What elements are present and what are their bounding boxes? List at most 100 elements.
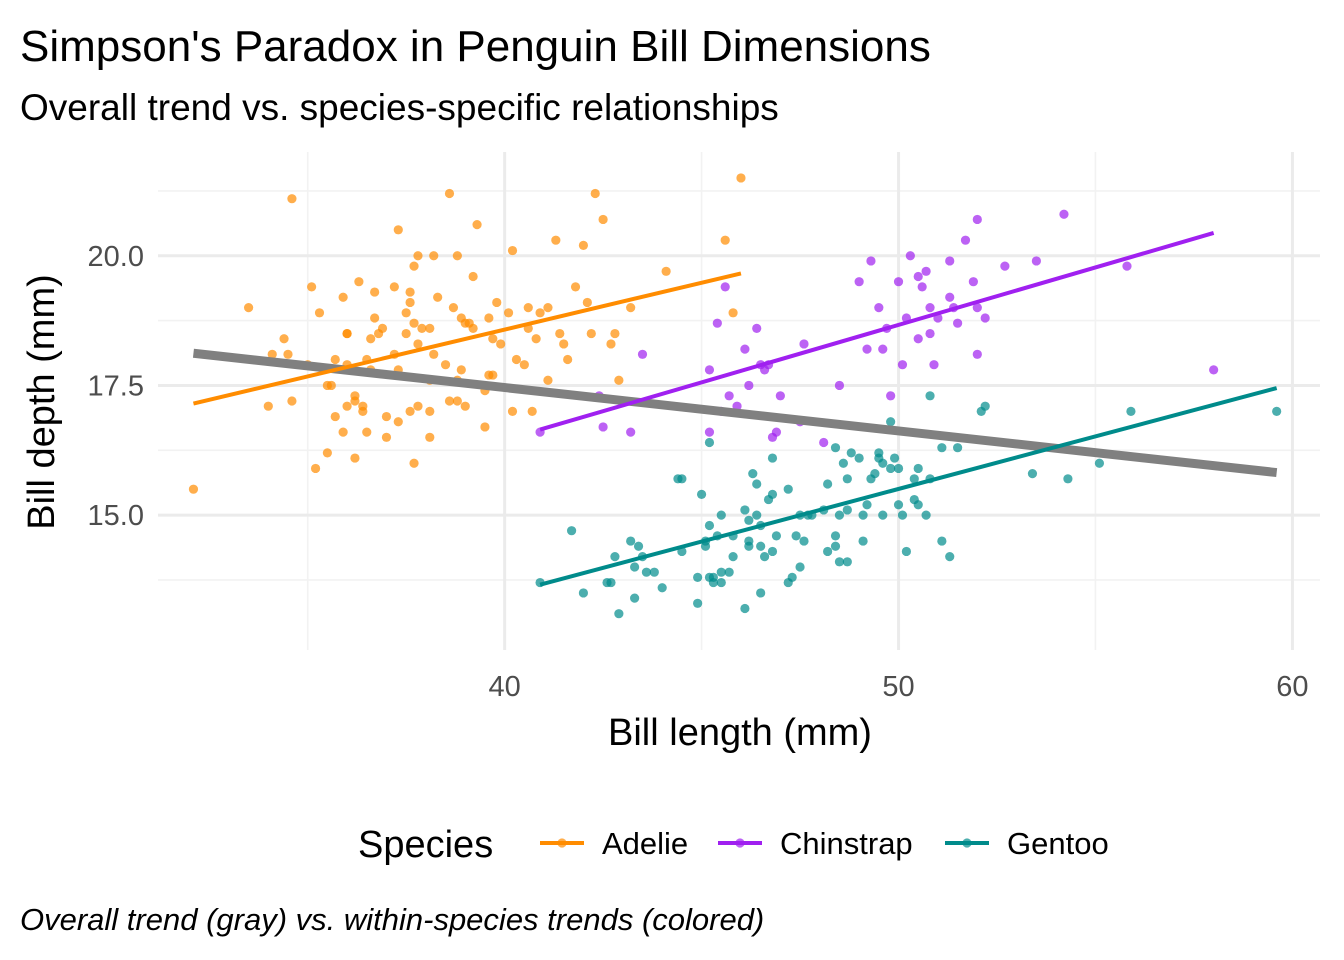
adelie-point: [720, 235, 730, 245]
gentoo-point: [893, 463, 904, 474]
gentoo-point: [724, 567, 734, 577]
adelie-point: [425, 323, 435, 333]
adelie-point: [393, 225, 403, 235]
gentoo-point: [953, 443, 963, 453]
chinstrap-point: [712, 318, 722, 328]
adelie-point: [488, 370, 498, 380]
adelie-point: [393, 417, 403, 427]
chinstrap-point: [913, 334, 923, 344]
adelie-point: [448, 303, 459, 313]
gentoo-point: [925, 391, 935, 401]
chinstrap-point: [752, 323, 762, 333]
adelie-point: [559, 339, 569, 349]
adelie-point: [381, 411, 392, 422]
chinstrap-point: [819, 437, 829, 448]
adelie-point: [263, 401, 273, 411]
gentoo-point: [842, 505, 852, 515]
x-axis-label: Bill length (mm): [608, 712, 872, 754]
adelie-point: [338, 427, 348, 437]
chinstrap-legend-label: Chinstrap: [780, 826, 913, 861]
adelie-point: [531, 334, 541, 344]
adelie-point: [350, 453, 360, 463]
gentoo-point: [870, 469, 880, 479]
gentoo-point: [704, 437, 715, 448]
adelie-point: [314, 308, 325, 318]
y-axis-label: Bill depth (mm): [21, 274, 63, 530]
gentoo-point: [1272, 406, 1282, 416]
gentoo-legend-label: Gentoo: [1007, 826, 1109, 861]
gentoo-point: [700, 541, 711, 551]
gentoo-point: [744, 515, 754, 525]
gentoo-point: [834, 557, 845, 567]
adelie-point: [610, 328, 620, 339]
adelie-point: [326, 380, 336, 391]
gentoo-point: [641, 567, 652, 577]
gentoo-point: [846, 448, 856, 458]
chinstrap-point: [929, 360, 939, 370]
adelie-point: [401, 328, 411, 339]
gentoo-point: [783, 484, 793, 494]
adelie-trend-line: [192, 271, 742, 406]
adelie-point: [507, 406, 518, 416]
adelie-point: [626, 303, 636, 313]
adelie-point: [283, 349, 293, 359]
chinstrap-point: [960, 235, 971, 245]
adelie-point: [582, 297, 592, 308]
gentoo-point: [716, 577, 726, 588]
adelie-point: [243, 303, 254, 313]
chinstrap-point: [704, 365, 715, 375]
gentoo-point: [842, 557, 852, 567]
gentoo-point: [937, 536, 947, 546]
chinstrap-point: [905, 251, 915, 261]
adelie-point: [460, 401, 470, 411]
chinstrap-point: [744, 380, 754, 391]
adelie-point: [496, 339, 506, 349]
adelie-point: [484, 313, 494, 323]
adelie-point: [381, 432, 392, 442]
chinstrap-point: [771, 427, 782, 437]
adelie-point: [362, 427, 372, 437]
chinstrap-point: [945, 256, 955, 266]
chinstrap-point: [598, 422, 608, 432]
adelie-point: [488, 334, 498, 344]
legend-title: Species: [358, 824, 493, 866]
gentoo-point: [799, 536, 809, 546]
chinstrap-point: [917, 282, 927, 292]
adelie-point: [409, 458, 419, 468]
gentoo-point: [858, 510, 868, 520]
chinstrap-point: [893, 277, 904, 287]
adelie-point: [527, 406, 537, 416]
gentoo-point: [756, 541, 766, 551]
gentoo-point: [889, 453, 900, 463]
adelie-point: [350, 391, 360, 401]
gentoo-point: [728, 552, 738, 562]
adelie-point: [413, 401, 423, 411]
chinstrap-point: [925, 303, 935, 313]
chinstrap-point: [1209, 365, 1219, 375]
chinstrap-point: [953, 318, 963, 328]
gentoo-point: [633, 541, 644, 551]
adelie-point: [543, 375, 553, 385]
gentoo-point: [913, 500, 923, 510]
adelie-point: [452, 396, 462, 406]
adelie-point: [590, 188, 600, 199]
chinstrap-point: [799, 339, 809, 349]
gentoo-point: [771, 531, 782, 541]
adelie-point: [377, 323, 388, 333]
chinstrap-point: [775, 391, 785, 401]
adelie-point: [535, 308, 545, 318]
y-tick-label: 15.0: [88, 500, 144, 532]
gentoo-point: [1063, 474, 1073, 484]
adelie-point: [452, 251, 462, 261]
adelie-point: [468, 323, 478, 333]
chinstrap-point: [972, 214, 982, 225]
adelie-point: [330, 354, 340, 365]
chinstrap-point: [1000, 261, 1010, 271]
adelie-point: [551, 235, 561, 245]
gentoo-point: [767, 546, 778, 557]
caption: Overall trend (gray) vs. within-species …: [20, 902, 764, 937]
gentoo-point: [913, 463, 923, 474]
adelie-point: [468, 271, 478, 282]
